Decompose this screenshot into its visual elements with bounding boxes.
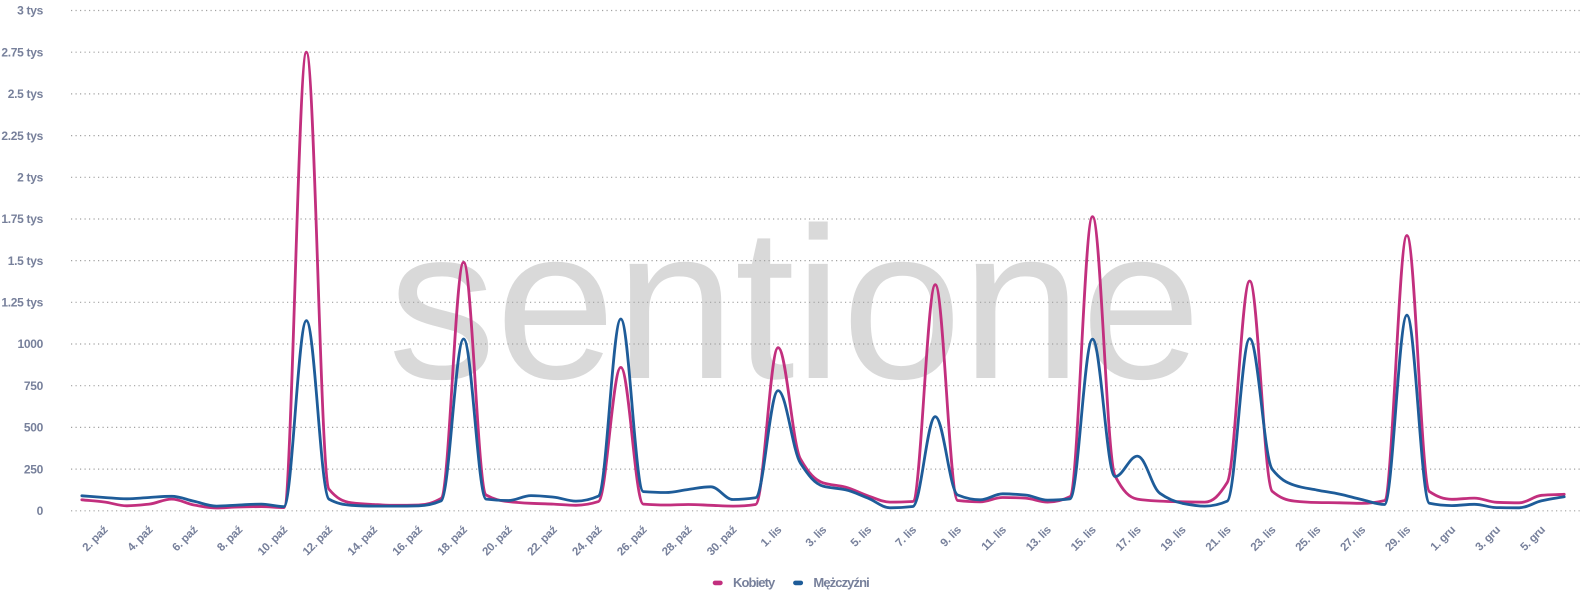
svg-text:27. lis: 27. lis	[1339, 524, 1369, 554]
svg-text:10. paź: 10. paź	[256, 524, 291, 559]
svg-text:19. lis: 19. lis	[1159, 524, 1189, 554]
svg-text:0: 0	[37, 504, 44, 518]
svg-text:3 tys: 3 tys	[17, 4, 43, 18]
svg-text:1.25 tys: 1.25 tys	[1, 296, 43, 310]
svg-text:2. paź: 2. paź	[81, 524, 111, 554]
svg-text:1000: 1000	[18, 337, 44, 351]
svg-text:17. lis: 17. lis	[1114, 524, 1144, 554]
svg-text:16. paź: 16. paź	[391, 524, 426, 559]
svg-text:1. gru: 1. gru	[1429, 524, 1459, 554]
svg-text:26. paź: 26. paź	[615, 524, 650, 559]
svg-text:3. lis: 3. lis	[804, 524, 829, 549]
svg-text:21. lis: 21. lis	[1204, 524, 1234, 554]
svg-text:30. paź: 30. paź	[705, 524, 740, 559]
svg-text:250: 250	[24, 462, 44, 476]
svg-text:1.75 tys: 1.75 tys	[1, 212, 43, 226]
svg-text:4. paź: 4. paź	[126, 524, 156, 554]
svg-text:sentione: sentione	[388, 182, 1201, 424]
svg-text:20. paź: 20. paź	[480, 524, 515, 559]
svg-text:9. lis: 9. lis	[939, 524, 964, 549]
svg-text:2 tys: 2 tys	[17, 171, 43, 185]
svg-text:14. paź: 14. paź	[346, 524, 381, 559]
svg-text:24. paź: 24. paź	[570, 524, 605, 559]
svg-text:23. lis: 23. lis	[1249, 524, 1279, 554]
svg-text:22. paź: 22. paź	[525, 524, 560, 559]
svg-text:25. lis: 25. lis	[1294, 524, 1324, 554]
svg-text:750: 750	[24, 379, 44, 393]
svg-text:18. paź: 18. paź	[436, 524, 471, 559]
svg-text:500: 500	[24, 421, 44, 435]
svg-text:7. lis: 7. lis	[894, 524, 919, 549]
svg-text:6. paź: 6. paź	[170, 524, 200, 554]
svg-text:3. gru: 3. gru	[1474, 524, 1504, 554]
svg-text:Mężczyźni: Mężczyźni	[813, 575, 869, 590]
svg-text:1.5 tys: 1.5 tys	[8, 254, 44, 268]
svg-text:13. lis: 13. lis	[1024, 524, 1054, 554]
svg-text:28. paź: 28. paź	[660, 524, 695, 559]
svg-text:Kobiety: Kobiety	[733, 575, 776, 590]
svg-text:2.75 tys: 2.75 tys	[1, 45, 43, 59]
svg-text:8. paź: 8. paź	[215, 524, 245, 554]
svg-text:2.25 tys: 2.25 tys	[1, 129, 43, 143]
svg-text:29. lis: 29. lis	[1383, 524, 1413, 554]
svg-text:5. lis: 5. lis	[849, 524, 874, 549]
svg-text:11. lis: 11. lis	[980, 524, 1009, 553]
svg-text:5. gru: 5. gru	[1518, 524, 1548, 554]
svg-text:15. lis: 15. lis	[1069, 524, 1099, 554]
svg-text:1. lis: 1. lis	[759, 524, 784, 549]
svg-text:2.5 tys: 2.5 tys	[8, 87, 44, 101]
svg-text:12. paź: 12. paź	[301, 524, 336, 559]
